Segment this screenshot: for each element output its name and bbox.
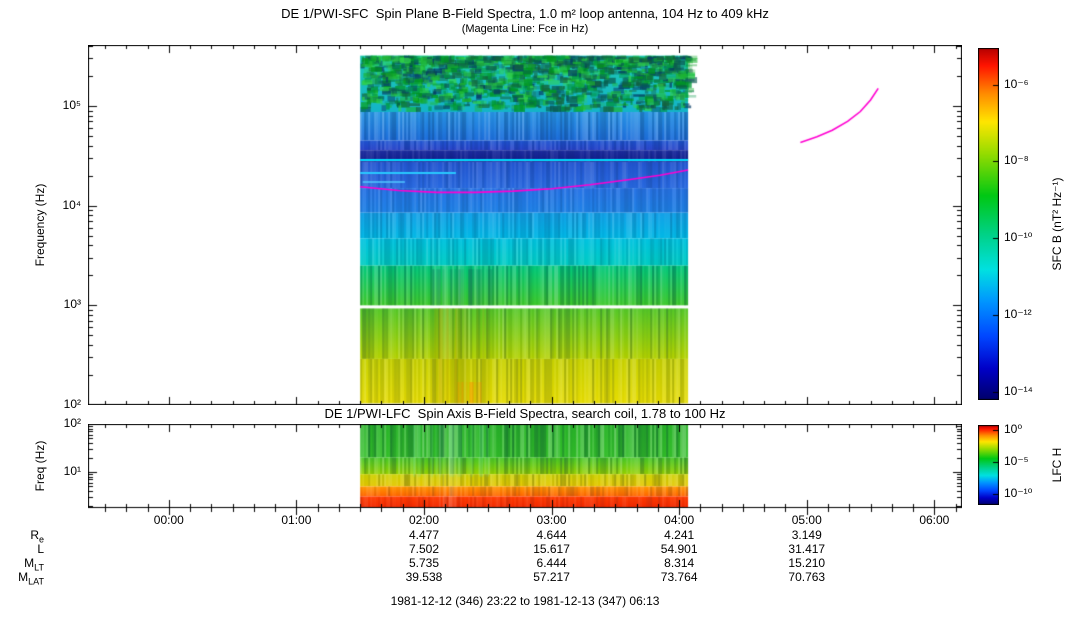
time-tick-label: 00:00 — [153, 513, 184, 527]
sfc-colorbar-tick-labels: 10⁻⁶ 10⁻⁸ 10⁻¹⁰ 10⁻¹² 10⁻¹⁴ — [1002, 48, 1062, 400]
time-axis-tick-labels: 00:00 01:00 02:00 03:00 04:00 05:00 06:00 — [88, 513, 962, 528]
colorbar-tick-label: 10⁻⁵ — [1004, 453, 1029, 468]
ephemeris-value: 15.617 — [533, 542, 570, 556]
sfc-colorbar-canvas — [978, 48, 999, 400]
ephemeris-value: 39.538 — [405, 570, 443, 584]
time-tick-label: 06:00 — [919, 513, 950, 527]
sfc-panel-subtitle: (Magenta Line: Fce in Hz) — [461, 23, 589, 35]
ephemeris-value: 3.149 — [791, 528, 822, 542]
time-tick-label: 01:00 — [281, 513, 312, 527]
y-tick-label: 10⁴ — [62, 197, 81, 212]
sfc-spectrogram-canvas — [88, 45, 962, 405]
time-tick-label: 03:00 — [536, 513, 567, 527]
lfc-colorbar-tick-labels: 10⁰ 10⁻⁵ 10⁻¹⁰ — [1002, 422, 1062, 505]
colorbar-tick-label: 10⁻⁶ — [1004, 76, 1029, 91]
lfc-y-tick-labels: 10² 10¹ — [44, 416, 84, 508]
colorbar-tick-label: 10⁻¹⁴ — [1004, 384, 1033, 399]
lfc-panel-title: DE 1/PWI-LFC Spin Axis B-Field Spectra, … — [324, 406, 726, 421]
time-range-caption: 1981-12-12 (346) 23:22 to 1981-12-13 (34… — [390, 594, 660, 608]
colorbar-tick-label: 10⁻¹⁰ — [1004, 485, 1033, 500]
colorbar-tick-label: 10⁻⁸ — [1004, 153, 1029, 168]
time-tick-label: 04:00 — [664, 513, 695, 527]
ephemeris-value: 4.644 — [536, 528, 567, 542]
y-tick-label: 10¹ — [63, 464, 81, 478]
colorbar-tick-label: 10⁻¹² — [1004, 307, 1032, 322]
time-tick-label: 05:00 — [791, 513, 822, 527]
ephemeris-value: 73.764 — [660, 570, 698, 584]
ephemeris-value: 5.735 — [408, 556, 439, 570]
ephemeris-value: 70.763 — [788, 570, 826, 584]
colorbar-tick-label: 10⁰ — [1004, 422, 1023, 437]
ephemeris-value: 7.502 — [408, 542, 439, 556]
ephemeris-value: 31.417 — [788, 542, 826, 556]
y-tick-label: 10² — [63, 397, 81, 411]
ephemeris-value: 4.241 — [664, 528, 695, 542]
colorbar-tick-label: 10⁻¹⁰ — [1004, 230, 1033, 245]
y-tick-label: 10⁵ — [62, 97, 81, 112]
ephemeris-value: 57.217 — [533, 570, 570, 584]
ephemeris-row-label: MLT — [24, 556, 44, 573]
ephemeris-value: 6.444 — [536, 556, 567, 570]
sfc-panel-title: DE 1/PWI-SFC Spin Plane B-Field Spectra,… — [281, 6, 769, 21]
time-tick-label: 02:00 — [408, 513, 439, 527]
ephemeris-row-label: MLAT — [18, 570, 44, 587]
ephemeris-row-label: L — [37, 542, 44, 556]
sfc-y-tick-labels: 10⁵ 10⁴ 10³ 10² — [44, 45, 84, 411]
lfc-spectrogram-canvas — [88, 424, 962, 518]
ephemeris-value: 15.210 — [788, 556, 826, 570]
ephemeris-value: 4.477 — [408, 528, 439, 542]
ephemeris-value: 54.901 — [660, 542, 698, 556]
ephemeris-row-label: Re — [30, 528, 44, 545]
ephemeris-value: 8.314 — [664, 556, 695, 570]
y-tick-label: 10³ — [63, 297, 81, 312]
y-tick-label: 10² — [63, 416, 81, 430]
lfc-colorbar-canvas — [978, 425, 999, 505]
